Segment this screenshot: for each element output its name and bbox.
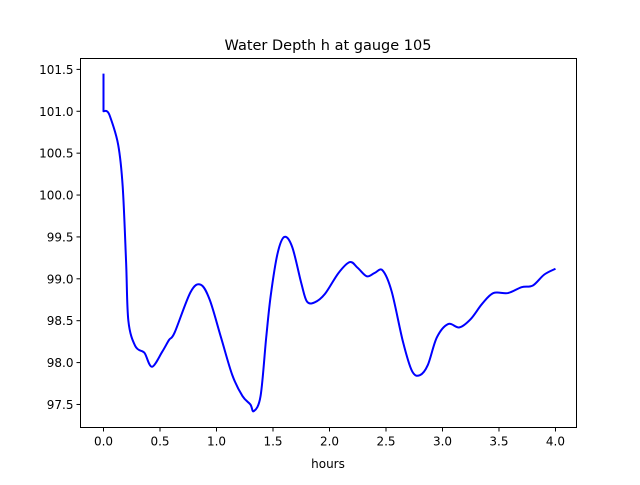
x-tick-label: 3.0: [433, 435, 452, 449]
y-tick-label: 97.5: [47, 398, 74, 412]
x-tick-label: 0.5: [150, 435, 169, 449]
x-tick-label: 2.5: [376, 435, 395, 449]
x-tick-label: 4.0: [546, 435, 565, 449]
axes-frame: [80, 58, 577, 428]
x-tick-label: 0.0: [94, 435, 113, 449]
y-tick-label: 98.0: [47, 356, 74, 370]
y-tick-label: 100.0: [39, 189, 73, 203]
series-line-h: [102, 73, 556, 413]
x-tick-label: 1.0: [207, 435, 226, 449]
y-tick-label: 101.5: [39, 63, 73, 77]
y-tick-label: 99.0: [47, 272, 74, 286]
y-tick-label: 101.0: [39, 105, 73, 119]
x-tick-label: 2.0: [320, 435, 339, 449]
y-tick-label: 100.5: [39, 147, 73, 161]
x-axis-label: hours: [311, 457, 345, 471]
y-tick-label: 99.5: [47, 230, 74, 244]
x-tick-label: 1.5: [263, 435, 282, 449]
chart-title: Water Depth h at gauge 105: [225, 38, 432, 54]
y-tick-label: 98.5: [47, 314, 74, 328]
x-tick-label: 3.5: [489, 435, 508, 449]
